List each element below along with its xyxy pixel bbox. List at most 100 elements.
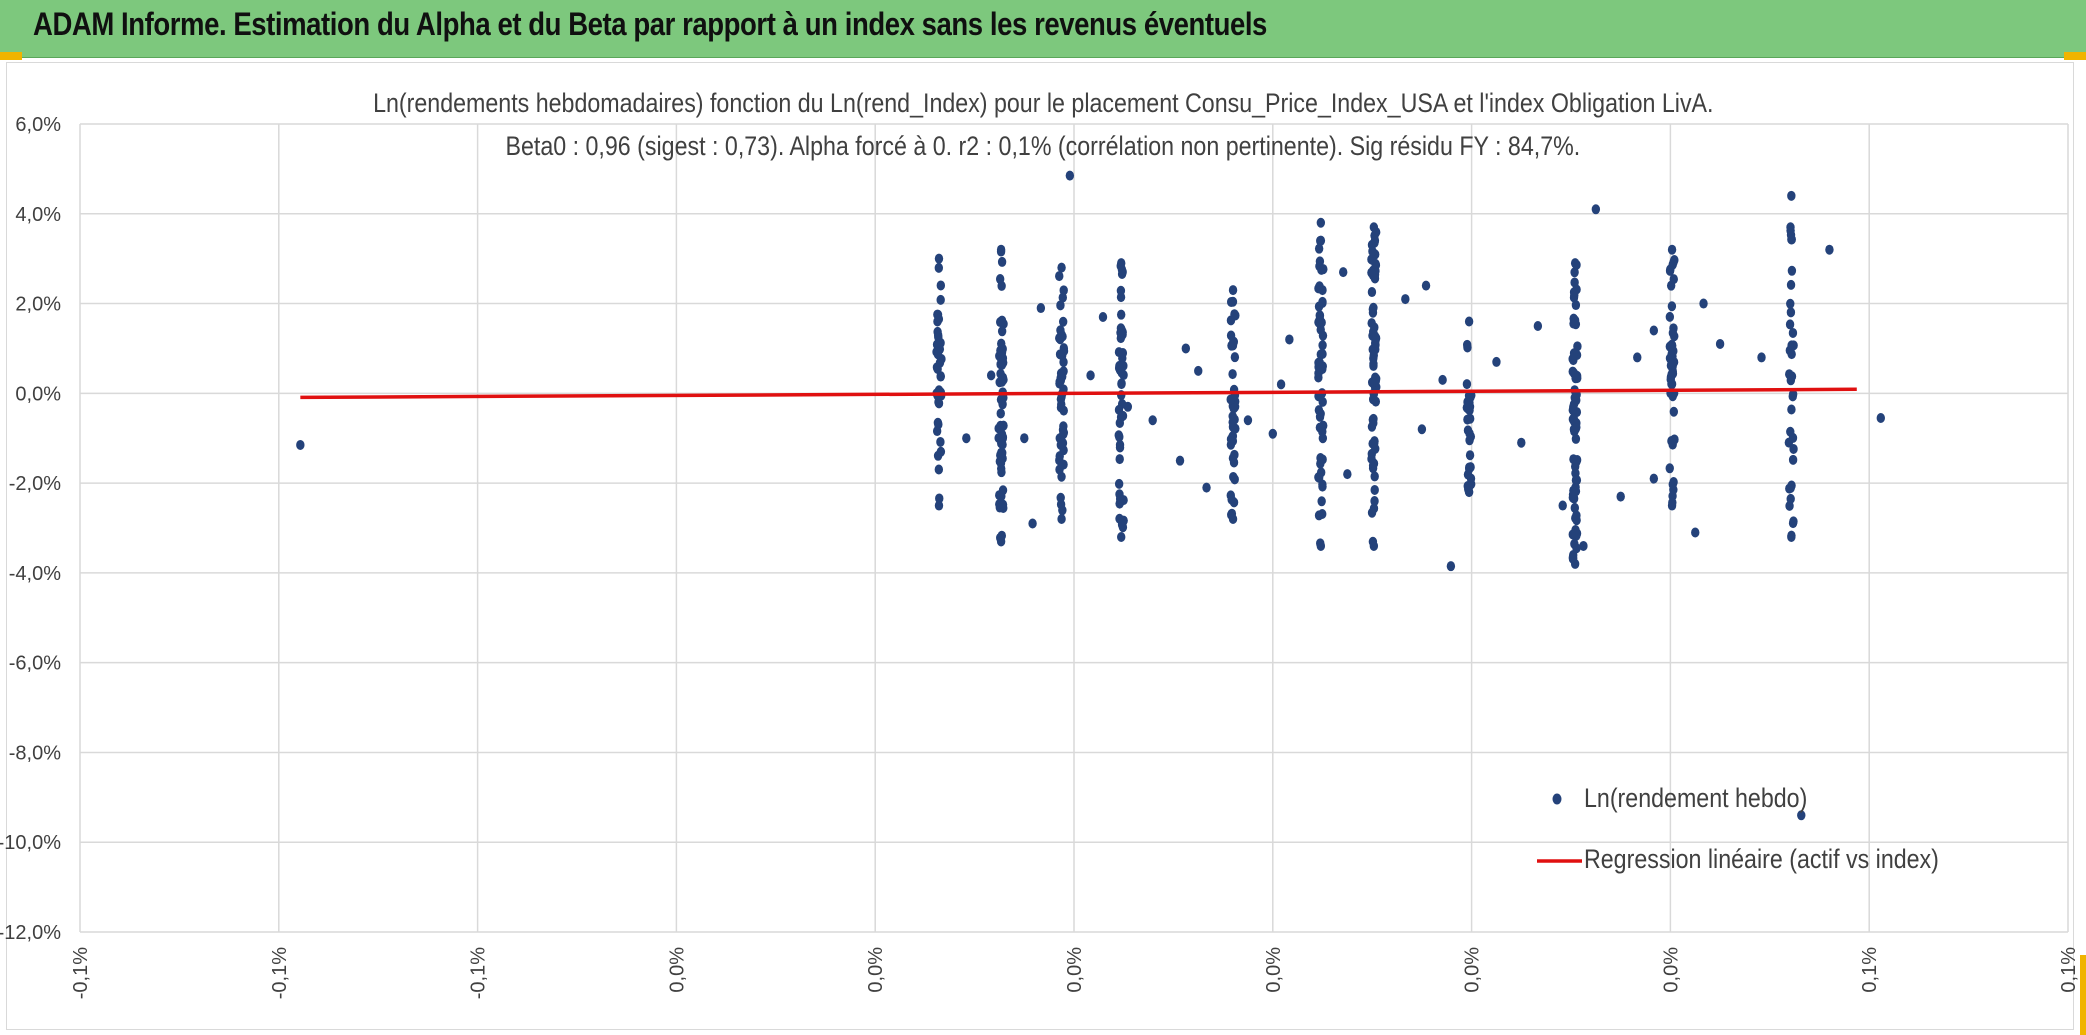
data-points	[296, 170, 1885, 821]
data-point	[1438, 374, 1447, 385]
data-point	[1787, 349, 1796, 360]
data-point	[1058, 505, 1067, 516]
data-point	[1055, 376, 1064, 387]
data-point	[1466, 392, 1475, 403]
data-point	[1117, 378, 1126, 389]
x-tick-label: 0,0%	[1064, 947, 1086, 993]
y-tick-label: -12,0%	[0, 922, 61, 944]
data-point	[1117, 531, 1126, 542]
data-point	[962, 433, 971, 444]
data-point	[1669, 274, 1678, 285]
data-point	[1058, 438, 1068, 449]
x-tick-label: -0,1%	[70, 947, 92, 999]
data-point	[1056, 334, 1065, 345]
data-point	[1116, 285, 1126, 296]
data-point	[1123, 401, 1133, 412]
data-point	[1370, 496, 1379, 507]
data-point	[935, 357, 945, 368]
data-point	[1533, 321, 1543, 331]
data-point	[1367, 453, 1376, 464]
chart-frame	[6, 62, 2074, 1030]
data-point	[1059, 366, 1068, 377]
data-point	[1465, 450, 1475, 461]
data-point	[1057, 514, 1066, 525]
data-point	[1055, 464, 1064, 475]
data-point	[1065, 170, 1075, 181]
chart-title-line-1: Ln(rendements hebdomadaires) fonction du…	[372, 88, 1714, 118]
data-point	[1788, 432, 1798, 443]
data-point	[1570, 392, 1579, 403]
data-point	[936, 371, 945, 382]
data-point	[1315, 357, 1324, 368]
data-point	[1276, 379, 1286, 390]
data-point	[1202, 482, 1211, 493]
data-point	[998, 447, 1007, 458]
data-point	[1571, 373, 1580, 384]
data-point	[1318, 348, 1327, 359]
y-tick-label: -8,0%	[9, 742, 61, 764]
data-point	[997, 338, 1006, 349]
data-point	[1633, 352, 1642, 363]
data-point	[1370, 337, 1380, 348]
data-point	[997, 326, 1007, 337]
data-point	[1148, 415, 1157, 426]
data-point	[934, 500, 944, 511]
data-point	[1318, 433, 1328, 444]
data-point	[1665, 265, 1675, 276]
data-point	[1028, 518, 1037, 529]
data-point	[1314, 243, 1324, 254]
data-point	[1058, 316, 1068, 327]
data-point	[1665, 463, 1674, 474]
data-point	[1369, 413, 1378, 424]
data-point	[1417, 424, 1427, 435]
data-point	[1571, 513, 1580, 524]
data-point	[1058, 292, 1067, 303]
data-point	[1667, 436, 1676, 447]
data-point	[996, 408, 1005, 419]
data-point	[1785, 483, 1794, 494]
corner-marker-top-left	[0, 52, 22, 60]
data-point	[936, 436, 945, 447]
data-point	[1667, 369, 1676, 380]
data-point	[1667, 301, 1677, 312]
data-point	[934, 314, 944, 325]
x-tick-label: 0,0%	[1263, 947, 1285, 993]
data-point	[1370, 322, 1379, 333]
data-point	[934, 464, 944, 475]
chart-title-line-2: Beta0 : 0,96 (sigest : 0,73). Alpha forc…	[505, 131, 1581, 161]
data-point	[986, 370, 996, 381]
data-point	[1465, 413, 1475, 424]
data-point	[1668, 327, 1678, 338]
x-tick-label: 0,1%	[2058, 947, 2080, 993]
data-point	[1118, 329, 1127, 340]
data-point	[1316, 364, 1325, 375]
data-point	[1446, 561, 1456, 572]
y-tick-label: -2,0%	[9, 473, 61, 495]
data-point	[1228, 514, 1238, 525]
data-point	[1669, 406, 1679, 417]
data-point	[1181, 343, 1191, 354]
data-point	[1229, 403, 1238, 414]
data-point	[1057, 262, 1066, 273]
y-tick-label: 6,0%	[15, 114, 61, 136]
data-point	[1268, 428, 1278, 439]
data-point	[1056, 300, 1065, 311]
data-point	[995, 274, 1005, 285]
regression-line	[300, 387, 1857, 400]
legend-label-points: Ln(rendement hebdo)	[1584, 783, 1808, 813]
data-point	[1315, 256, 1325, 267]
data-point	[1059, 421, 1068, 432]
data-point	[1669, 346, 1678, 357]
data-point	[1368, 394, 1378, 405]
data-point	[1226, 296, 1236, 307]
data-point	[934, 262, 944, 273]
data-point	[1570, 502, 1580, 513]
data-point	[933, 417, 943, 428]
y-axis-ticks: 6,0% 4,0% 2,0% 0,0% -2,0% -4,0% -6,0% -8,0% -10,…	[0, 114, 61, 944]
data-point	[1318, 508, 1327, 519]
data-point	[1036, 303, 1046, 314]
data-point	[1318, 340, 1327, 351]
data-point	[1055, 455, 1064, 466]
x-tick-label: 0,0%	[865, 947, 887, 993]
